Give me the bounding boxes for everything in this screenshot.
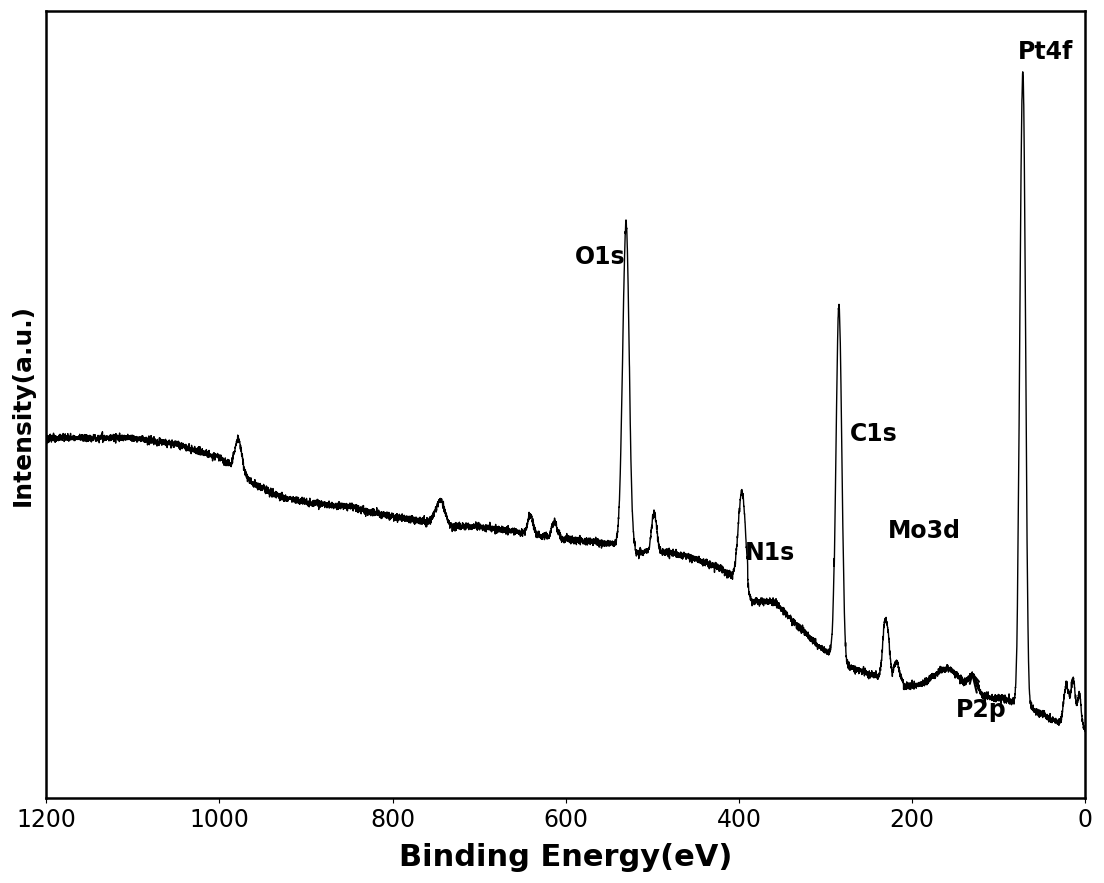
X-axis label: Binding Energy(eV): Binding Energy(eV): [400, 843, 732, 872]
Text: N1s: N1s: [745, 540, 795, 564]
Text: Pt4f: Pt4f: [1018, 41, 1073, 64]
Text: P2p: P2p: [955, 674, 1006, 722]
Text: C1s: C1s: [850, 422, 898, 447]
Y-axis label: Intensity(a.u.): Intensity(a.u.): [11, 304, 35, 506]
Text: O1s: O1s: [574, 245, 625, 268]
Text: Mo3d: Mo3d: [888, 518, 960, 543]
